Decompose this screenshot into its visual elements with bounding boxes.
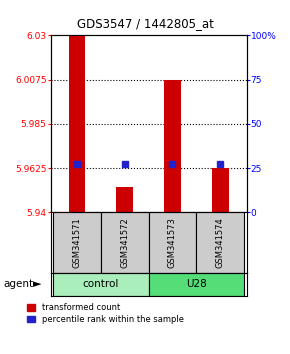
Bar xyxy=(53,212,101,273)
Text: GDS3547 / 1442805_at: GDS3547 / 1442805_at xyxy=(77,17,213,30)
Text: GSM341572: GSM341572 xyxy=(120,217,129,268)
Legend: transformed count, percentile rank within the sample: transformed count, percentile rank withi… xyxy=(27,303,184,324)
Text: ►: ► xyxy=(33,279,42,289)
Text: GSM341574: GSM341574 xyxy=(216,217,225,268)
Bar xyxy=(149,273,244,296)
Bar xyxy=(101,212,149,273)
Text: U28: U28 xyxy=(186,279,207,289)
Text: agent: agent xyxy=(3,279,33,289)
Bar xyxy=(164,80,181,212)
Bar xyxy=(196,212,244,273)
Text: control: control xyxy=(83,279,119,289)
Bar xyxy=(149,212,196,273)
Bar xyxy=(69,35,85,212)
Text: GSM341573: GSM341573 xyxy=(168,217,177,268)
Bar xyxy=(53,273,149,296)
Text: GSM341571: GSM341571 xyxy=(72,217,81,268)
Bar xyxy=(212,168,229,212)
Bar xyxy=(116,187,133,212)
